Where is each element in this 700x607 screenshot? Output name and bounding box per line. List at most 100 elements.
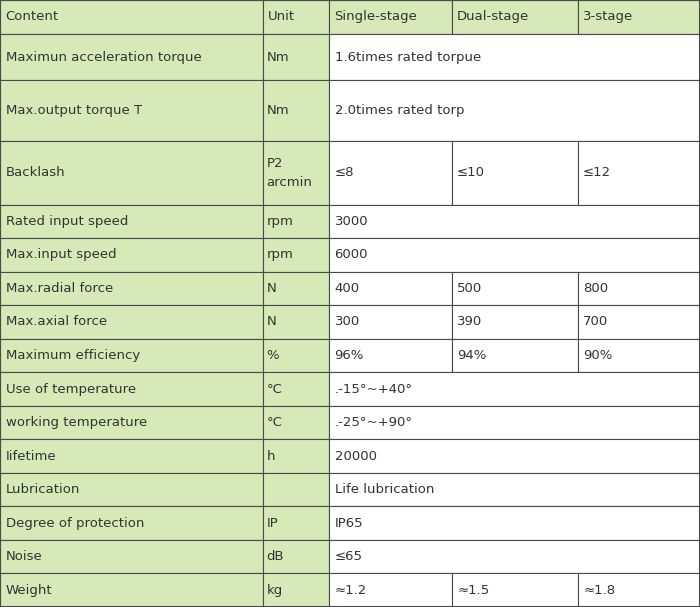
Text: 96%: 96% (335, 349, 364, 362)
Bar (329, 506, 700, 540)
Bar (329, 33, 700, 81)
Text: 2.0times rated torp: 2.0times rated torp (335, 104, 464, 117)
Bar (0, 574, 262, 607)
Text: 20000: 20000 (335, 450, 377, 463)
Text: ≈1.5: ≈1.5 (457, 584, 489, 597)
Text: 90%: 90% (583, 349, 612, 362)
Bar (578, 0, 700, 33)
Text: Use of temperature: Use of temperature (6, 382, 136, 396)
Bar (262, 141, 329, 205)
Text: %: % (267, 349, 279, 362)
Text: kg: kg (267, 584, 283, 597)
Text: IP65: IP65 (335, 517, 363, 530)
Bar (578, 574, 700, 607)
Text: Content: Content (6, 10, 59, 23)
Bar (0, 406, 262, 439)
Text: working temperature: working temperature (6, 416, 147, 429)
Bar (452, 0, 578, 33)
Bar (262, 33, 329, 81)
Bar (329, 406, 700, 439)
Bar (329, 81, 700, 141)
Text: ≈1.2: ≈1.2 (335, 584, 367, 597)
Bar (329, 205, 700, 238)
Text: 94%: 94% (457, 349, 486, 362)
Text: ≤65: ≤65 (335, 550, 363, 563)
Bar (262, 272, 329, 305)
Bar (262, 574, 329, 607)
Text: °C: °C (267, 382, 283, 396)
Bar (0, 506, 262, 540)
Text: N: N (267, 316, 276, 328)
Text: Dual-stage: Dual-stage (457, 10, 529, 23)
Text: IP: IP (267, 517, 279, 530)
Text: Backlash: Backlash (6, 166, 65, 179)
Bar (262, 540, 329, 574)
Bar (578, 272, 700, 305)
Bar (452, 272, 578, 305)
Bar (262, 238, 329, 272)
Bar (0, 205, 262, 238)
Text: 700: 700 (583, 316, 608, 328)
Text: Max.output torque T: Max.output torque T (6, 104, 141, 117)
Text: 500: 500 (457, 282, 482, 295)
Text: ≤8: ≤8 (335, 166, 354, 179)
Bar (578, 141, 700, 205)
Bar (0, 439, 262, 473)
Bar (0, 339, 262, 372)
Bar (452, 141, 578, 205)
Text: °C: °C (267, 416, 283, 429)
Text: P2: P2 (267, 157, 284, 169)
Bar (0, 305, 262, 339)
Bar (329, 305, 452, 339)
Bar (0, 272, 262, 305)
Bar (329, 473, 700, 506)
Text: rpm: rpm (267, 215, 293, 228)
Bar (262, 305, 329, 339)
Bar (262, 0, 329, 33)
Bar (0, 0, 262, 33)
Bar (329, 372, 700, 406)
Bar (0, 372, 262, 406)
Text: Weight: Weight (6, 584, 53, 597)
Bar (578, 305, 700, 339)
Text: Maximun acceleration torque: Maximun acceleration torque (6, 50, 202, 64)
Bar (0, 238, 262, 272)
Text: dB: dB (267, 550, 284, 563)
Text: N: N (267, 282, 276, 295)
Bar (452, 339, 578, 372)
Text: Maximum efficiency: Maximum efficiency (6, 349, 140, 362)
Text: ≤10: ≤10 (457, 166, 485, 179)
Bar (578, 339, 700, 372)
Bar (329, 540, 700, 574)
Text: ≈1.8: ≈1.8 (583, 584, 615, 597)
Bar (0, 473, 262, 506)
Text: ≤12: ≤12 (583, 166, 611, 179)
Text: 3-stage: 3-stage (583, 10, 634, 23)
Bar (329, 439, 700, 473)
Text: Nm: Nm (267, 104, 289, 117)
Text: Max.radial force: Max.radial force (6, 282, 113, 295)
Bar (329, 0, 452, 33)
Bar (0, 33, 262, 81)
Text: Rated input speed: Rated input speed (6, 215, 128, 228)
Text: Degree of protection: Degree of protection (6, 517, 144, 530)
Text: Single-stage: Single-stage (335, 10, 417, 23)
Text: 390: 390 (457, 316, 482, 328)
Text: 1.6times rated torpue: 1.6times rated torpue (335, 50, 481, 64)
Text: .-15°~+40°: .-15°~+40° (335, 382, 412, 396)
Text: Max.input speed: Max.input speed (6, 248, 116, 262)
Bar (262, 406, 329, 439)
Text: Unit: Unit (268, 10, 295, 23)
Text: Nm: Nm (267, 50, 289, 64)
Bar (329, 141, 452, 205)
Text: arcmin: arcmin (267, 176, 313, 189)
Bar (329, 339, 452, 372)
Text: Noise: Noise (6, 550, 43, 563)
Bar (452, 574, 578, 607)
Text: 800: 800 (583, 282, 608, 295)
Bar (262, 439, 329, 473)
Text: Max.axial force: Max.axial force (6, 316, 106, 328)
Text: 400: 400 (335, 282, 360, 295)
Text: Lubrication: Lubrication (6, 483, 80, 496)
Text: 3000: 3000 (335, 215, 368, 228)
